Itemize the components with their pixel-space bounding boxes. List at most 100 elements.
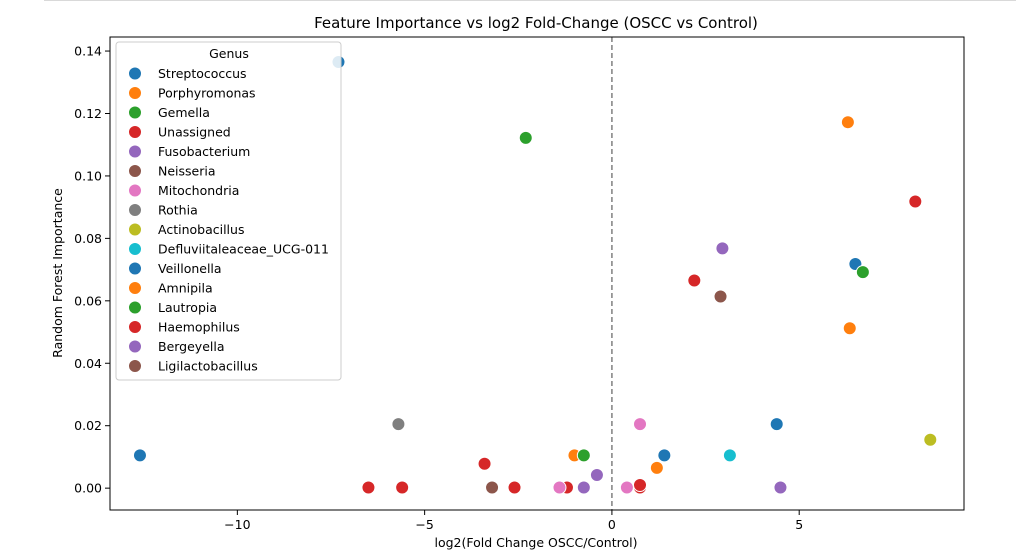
y-tick-label: 0.04 [74,356,102,371]
legend-marker [128,222,142,237]
legend-marker [128,281,142,295]
legend-label: Veillonella [158,261,222,276]
legend-item: Lautropia [128,300,217,315]
data-point [722,448,737,463]
data-point [713,289,728,304]
legend-item: Bergeyella [128,339,225,354]
data-point [391,417,406,432]
legend-item: Actinobacillus [128,222,244,237]
data-point [552,480,567,495]
legend-label: Unassigned [158,125,231,140]
y-tick-label: 0.00 [74,481,102,496]
x-tick-label: −10 [224,517,250,532]
data-point [477,456,492,471]
data-point [361,480,376,495]
data-point [576,448,591,463]
data-points [132,54,938,495]
x-tick-label: 5 [795,517,803,532]
legend-label: Neisseria [158,164,216,179]
legend-item: Defluviitaleaceae_UCG-011 [128,242,329,257]
legend-label: Lautropia [158,300,217,315]
legend-item: Veillonella [128,261,222,276]
legend-item: Rothia [128,203,198,218]
top-divider [44,0,1016,1]
x-tick-label: 0 [608,517,616,532]
data-point [485,480,500,495]
legend-label: Streptococcus [158,66,247,81]
data-point [649,460,664,475]
data-point [589,468,604,483]
legend-item: Streptococcus [128,66,247,81]
legend-marker [128,339,142,354]
data-point [395,480,410,495]
x-tick-label: −5 [415,517,433,532]
legend-item: Gemella [128,105,210,120]
y-axis-label: Random Forest Importance [50,188,65,358]
data-point [715,241,730,256]
legend-label: Amnipila [158,281,213,296]
legend-item: Amnipila [128,281,213,296]
legend-item: Fusobacterium [128,144,250,159]
data-point [576,480,591,495]
legend-item: Ligilactobacillus [128,359,258,374]
legend-box [115,41,342,381]
legend-label: Mitochondria [158,183,239,198]
legend-marker [128,144,142,159]
legend-label: Bergeyella [158,339,225,354]
data-point [657,448,672,463]
data-point [687,273,702,288]
legend-label: Defluviitaleaceae_UCG-011 [158,242,329,257]
data-point [633,478,648,493]
legend-item: Porphyromonas [128,86,256,101]
y-tick-label: 0.08 [74,231,102,246]
data-point [773,480,788,495]
data-point [923,432,938,447]
data-point [507,480,522,495]
plot-frame [109,36,965,511]
data-point [633,417,648,432]
y-tick-label: 0.02 [74,418,102,433]
data-point [769,417,784,432]
y-tick-label: 0.12 [74,106,102,121]
legend-marker [128,242,142,256]
legend-label: Actinobacillus [158,222,244,237]
y-axis-ticks: 0.00 0.02 0.04 0.06 0.08 0.10 0.12 0.14 [74,44,110,496]
data-point [619,480,634,495]
legend-label: Rothia [158,203,198,218]
legend-item: Mitochondria [128,183,239,198]
legend-marker [128,105,142,120]
y-tick-label: 0.06 [74,293,102,308]
legend-marker [128,66,142,81]
legend-marker [128,183,142,198]
legend-marker [128,261,142,276]
legend-title: Genus [209,46,249,61]
data-point [518,130,533,145]
legend-label: Porphyromonas [158,86,256,101]
legend-label: Gemella [158,105,210,120]
legend-marker [128,300,142,315]
legend-marker [128,359,142,373]
legend-item: Neisseria [128,164,216,179]
chart-title: Feature Importance vs log2 Fold-Change (… [314,14,758,32]
data-point [842,321,857,336]
data-point [908,194,923,209]
legend-label: Ligilactobacillus [158,359,258,374]
legend-marker [128,164,142,178]
legend-marker [128,320,142,334]
data-point [840,115,855,130]
legend-marker [128,203,142,217]
legend-item: Haemophilus [128,320,240,335]
legend-item: Unassigned [128,125,231,140]
data-point [132,448,147,463]
legend-items: Streptococcus Porphyromonas Gemella Unassig… [128,66,329,374]
legend-label: Fusobacterium [158,144,250,159]
legend-marker [128,86,142,100]
legend-label: Haemophilus [158,320,240,335]
legend: Genus Streptococcus Porphyromonas Gemella U… [115,41,342,381]
data-point [855,265,870,280]
y-tick-label: 0.10 [74,168,102,183]
legend-marker [128,125,142,139]
y-tick-label: 0.14 [74,44,102,59]
